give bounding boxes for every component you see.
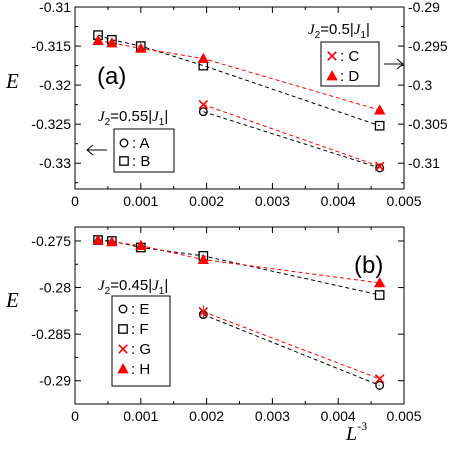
panel-b-xtick-label: 0.003 xyxy=(255,408,290,424)
legend-a-right-marker xyxy=(327,51,337,61)
panel-a-xtick-label: 0.002 xyxy=(189,193,224,209)
markers-layer xyxy=(92,30,386,390)
panel-a-ylabel: E xyxy=(5,69,19,93)
panel-a-point xyxy=(135,42,147,53)
panel-b-point xyxy=(92,234,104,245)
panel-a-point xyxy=(198,107,208,117)
panel-a-left-ytick-label: -0.31 xyxy=(39,0,71,15)
panel-b-series-line-1 xyxy=(203,314,380,386)
panel-a-right-ytick-label: -0.295 xyxy=(408,38,448,54)
panel-b-xtick-label: 0.005 xyxy=(386,408,421,424)
ticks-layer: 0 0.001 0.002 0.003 0.004 0.005 0 0.001 0.002 0.0… xyxy=(31,0,448,424)
legend-b-label: : G xyxy=(131,341,151,358)
panel-b-xlabel: L-3 xyxy=(345,419,367,445)
legend-a-left-label: : A xyxy=(132,135,150,152)
legend-a-left-label: : B xyxy=(132,153,150,170)
panel-a-left-ytick-label: -0.32 xyxy=(39,77,71,93)
panel-a-point xyxy=(197,52,209,63)
panel-a-series-line-1 xyxy=(203,111,380,169)
panel-a-point xyxy=(374,120,385,131)
panel-b-point xyxy=(375,380,385,390)
panel-a-right-ytick-label: -0.3 xyxy=(408,77,432,93)
legend-b-marker xyxy=(117,363,129,374)
panel-b-left-ytick-label: -0.28 xyxy=(39,280,71,296)
legend-a-right-label: : C xyxy=(340,48,359,65)
panel-b-xtick-label: 0 xyxy=(71,408,79,424)
panel-a-right-ytick-label: -0.31 xyxy=(408,155,440,171)
legend-layer: : A: B : C : D : E : F : G : H xyxy=(117,48,359,378)
panel-b-point xyxy=(197,253,209,265)
panel-a-left-ytick-label: -0.325 xyxy=(31,116,71,132)
panel-a-label: (a) xyxy=(97,63,126,90)
panel-b-xtick-label: 0.001 xyxy=(123,408,158,424)
panel-a-point xyxy=(92,34,104,45)
legend-a-left-marker xyxy=(119,138,129,148)
legend-b-marker xyxy=(118,344,128,354)
legend-a-right-marker xyxy=(326,70,338,81)
panel-b-series-line-3 xyxy=(203,311,380,380)
legend-b-label: : E xyxy=(131,301,149,318)
panel-b-left-ytick-label: -0.275 xyxy=(31,233,71,249)
legend-a-left-title: J2=0.55|J1| xyxy=(98,108,168,128)
panel-b-point xyxy=(374,290,385,300)
panel-b-point xyxy=(374,374,385,384)
legend-a-right-title: J2=0.5|J1| xyxy=(308,21,370,41)
panel-a-point xyxy=(106,37,118,48)
legend-a-right-label: : D xyxy=(340,68,359,85)
panel-b-label: (b) xyxy=(354,252,383,279)
panel-a-left-ytick-label: -0.315 xyxy=(31,38,71,54)
legend-b-marker xyxy=(118,324,128,334)
panel-b-ylabel: E xyxy=(5,288,19,312)
legend-b-label: : H xyxy=(131,361,150,378)
panel-b-point xyxy=(135,239,147,251)
panel-a-point xyxy=(373,104,386,115)
panel-a-left-ytick-label: -0.33 xyxy=(39,155,71,171)
legend-a-left-arrow xyxy=(86,144,107,156)
panel-b-left-ytick-label: -0.285 xyxy=(31,326,71,342)
panel-a-point xyxy=(374,161,385,172)
legend-a-right-arrow xyxy=(384,58,404,70)
panel-b-point xyxy=(106,236,118,247)
panel-a-xtick-label: 0.001 xyxy=(123,193,158,209)
panel-b-point xyxy=(373,277,386,288)
legend-b-title: J2=0.45|J1| xyxy=(98,277,168,297)
panel-a-xtick-label: 0.005 xyxy=(386,193,421,209)
panel-a-right-ytick-label: -0.29 xyxy=(408,0,440,15)
panel-a-point xyxy=(198,99,209,110)
panel-b-xtick-label: 0.004 xyxy=(321,408,356,424)
panel-a-xtick-label: 0 xyxy=(71,193,79,209)
panel-a-xtick-label: 0.004 xyxy=(321,193,356,209)
panel-a-series-line-3 xyxy=(203,104,380,167)
panel-b-left-ytick-label: -0.29 xyxy=(39,373,71,389)
legend-a-left-marker xyxy=(119,156,129,166)
legend-b-marker xyxy=(118,304,128,314)
panel-a-right-ytick-label: -0.305 xyxy=(408,116,448,132)
legend-b-label: : F xyxy=(131,321,149,338)
panel-a-xtick-label: 0.003 xyxy=(255,193,290,209)
panel-b-xtick-label: 0.002 xyxy=(189,408,224,424)
panel-a-point xyxy=(375,163,385,173)
